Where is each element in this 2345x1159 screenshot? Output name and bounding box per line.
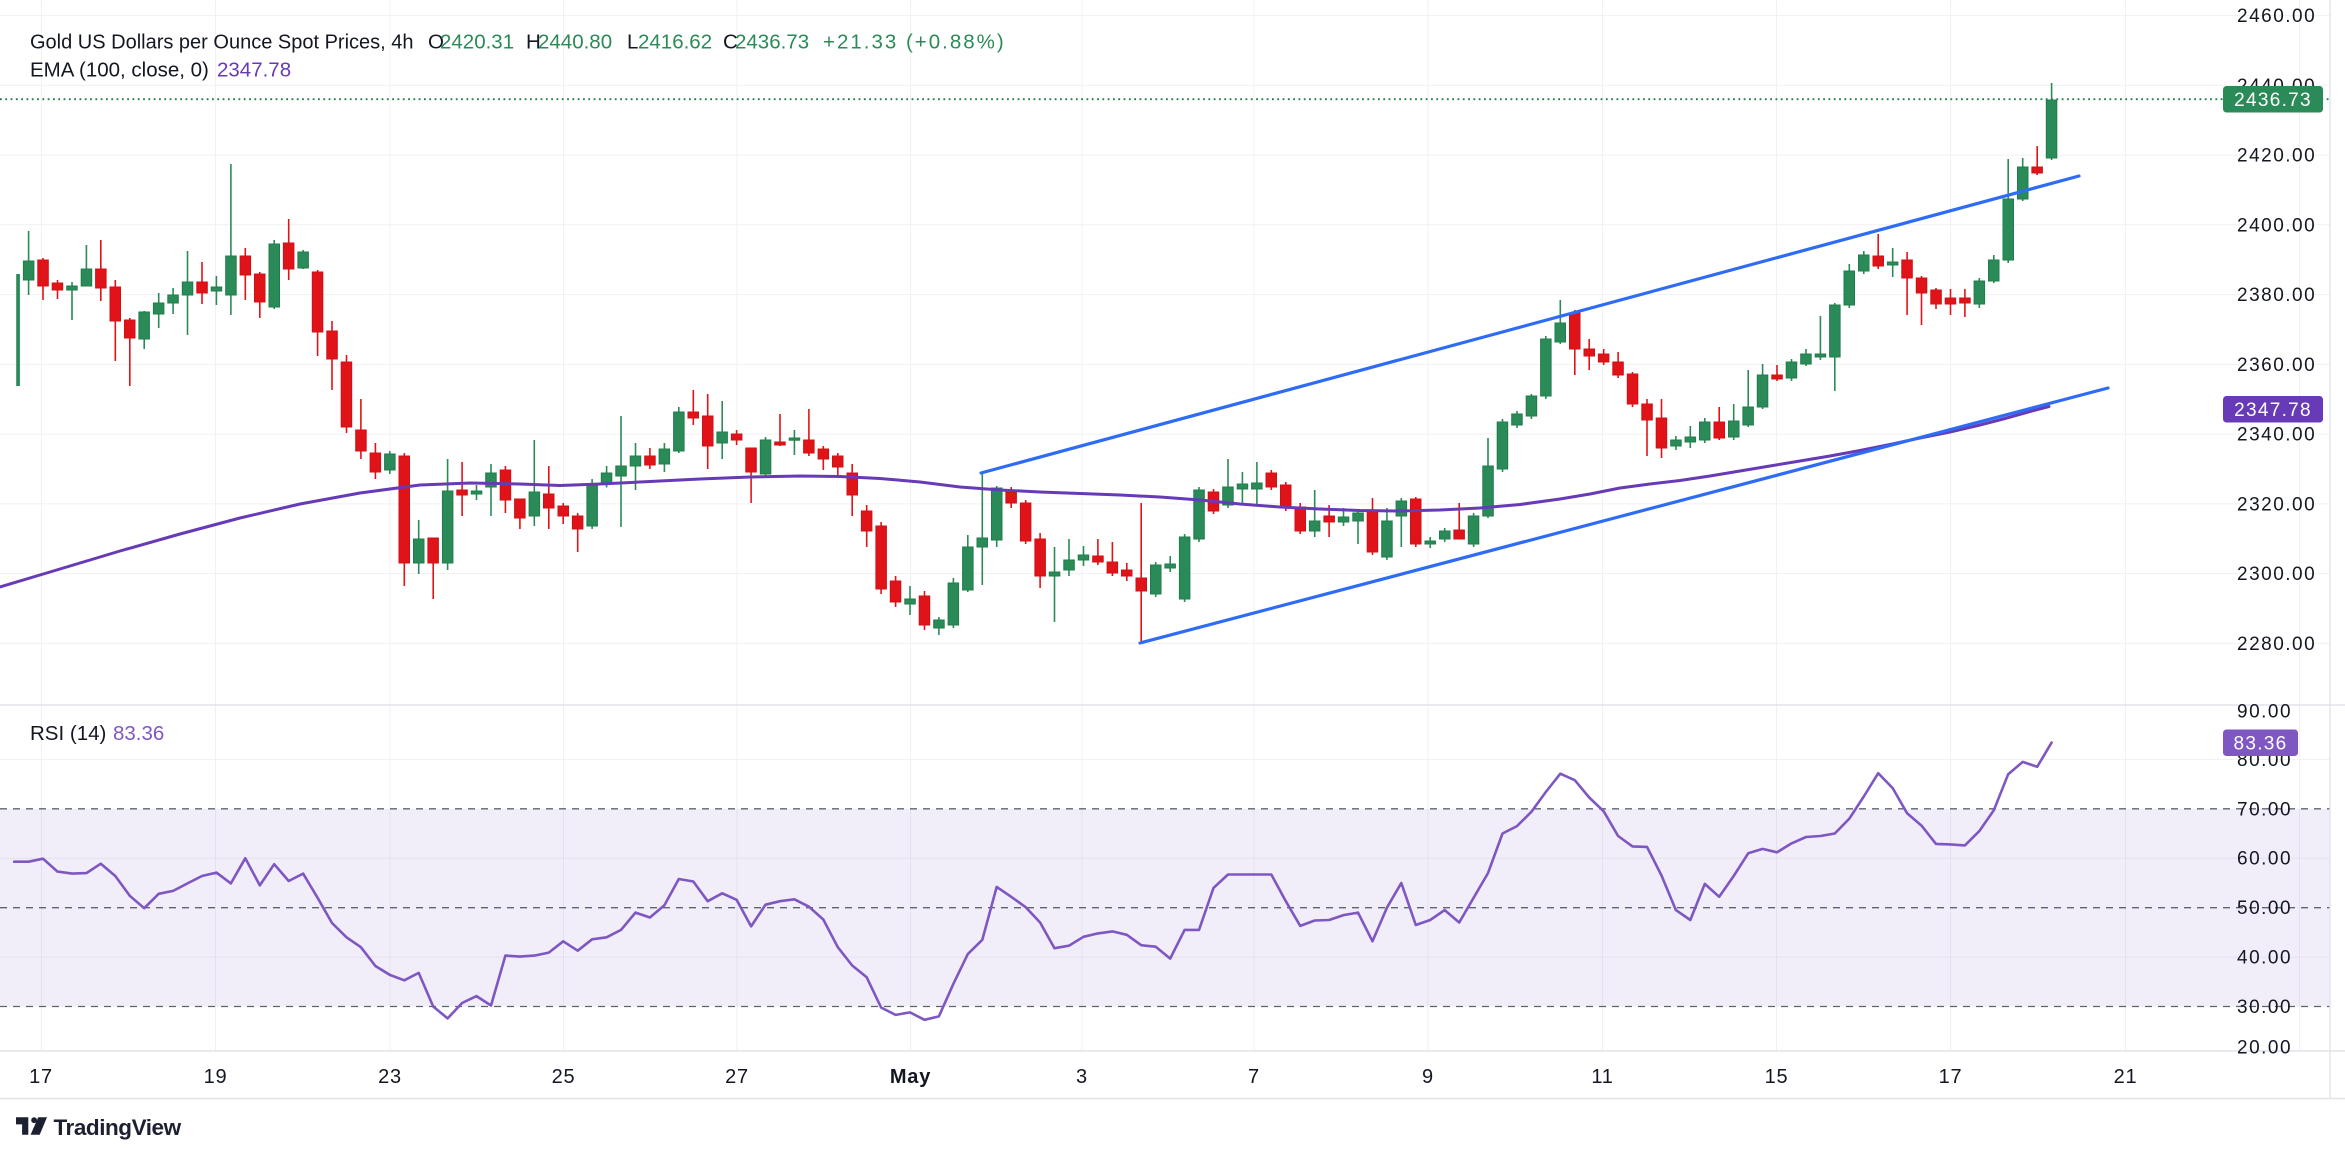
svg-text:90.00: 90.00 <box>2237 702 2292 723</box>
svg-text:50.00: 50.00 <box>2237 898 2292 919</box>
svg-text:2300.00: 2300.00 <box>2237 564 2316 585</box>
svg-text:2460.00: 2460.00 <box>2237 6 2316 27</box>
svg-text:17: 17 <box>29 1066 53 1088</box>
svg-text:60.00: 60.00 <box>2237 849 2292 870</box>
svg-text:2380.00: 2380.00 <box>2237 285 2316 306</box>
svg-text:23: 23 <box>378 1066 402 1088</box>
svg-text:2347.78: 2347.78 <box>2234 400 2312 421</box>
svg-text:H: H <box>526 31 541 54</box>
svg-text:EMA (100, close, 0): EMA (100, close, 0) <box>30 59 209 82</box>
svg-text:2340.00: 2340.00 <box>2237 425 2316 446</box>
svg-text:15: 15 <box>1765 1066 1789 1088</box>
svg-text:40.00: 40.00 <box>2237 948 2292 969</box>
svg-text:2320.00: 2320.00 <box>2237 494 2316 515</box>
svg-text:9: 9 <box>1422 1066 1434 1088</box>
svg-text:O: O <box>428 31 444 54</box>
svg-text:11: 11 <box>1591 1066 1613 1088</box>
svg-text:C: C <box>723 31 738 54</box>
svg-text:83.36: 83.36 <box>2233 733 2287 754</box>
svg-text:2347.78: 2347.78 <box>217 59 291 82</box>
svg-text:2360.00: 2360.00 <box>2237 355 2316 376</box>
svg-text:RSI (14): RSI (14) <box>30 722 106 745</box>
svg-text:2440.80: 2440.80 <box>538 31 612 54</box>
svg-text:2420.31: 2420.31 <box>440 31 514 54</box>
svg-text:27: 27 <box>725 1066 749 1088</box>
svg-text:2436.73: 2436.73 <box>735 31 809 54</box>
svg-text:20.00: 20.00 <box>2237 1038 2292 1059</box>
svg-text:83.36: 83.36 <box>113 722 164 745</box>
svg-text:25: 25 <box>552 1066 576 1088</box>
svg-text:7: 7 <box>1248 1066 1260 1088</box>
svg-text:TradingView: TradingView <box>54 1115 182 1140</box>
svg-text:21: 21 <box>2114 1066 2138 1088</box>
svg-text:3: 3 <box>1076 1066 1088 1088</box>
svg-text:2420.00: 2420.00 <box>2237 146 2316 167</box>
svg-text:+21.33 (+0.88%): +21.33 (+0.88%) <box>823 31 1006 54</box>
svg-text:17: 17 <box>1939 1066 1963 1088</box>
svg-text:Gold US Dollars per Ounce Spot: Gold US Dollars per Ounce Spot Prices, 4… <box>30 32 414 54</box>
svg-text:L: L <box>627 31 638 54</box>
svg-text:70.00: 70.00 <box>2237 799 2292 820</box>
svg-text:2436.73: 2436.73 <box>2234 90 2312 111</box>
svg-text:2416.62: 2416.62 <box>638 31 712 54</box>
svg-text:May: May <box>890 1066 931 1088</box>
svg-text:30.00: 30.00 <box>2237 997 2292 1018</box>
svg-text:2280.00: 2280.00 <box>2237 634 2316 655</box>
svg-text:2400.00: 2400.00 <box>2237 215 2316 236</box>
svg-text:19: 19 <box>204 1066 228 1088</box>
